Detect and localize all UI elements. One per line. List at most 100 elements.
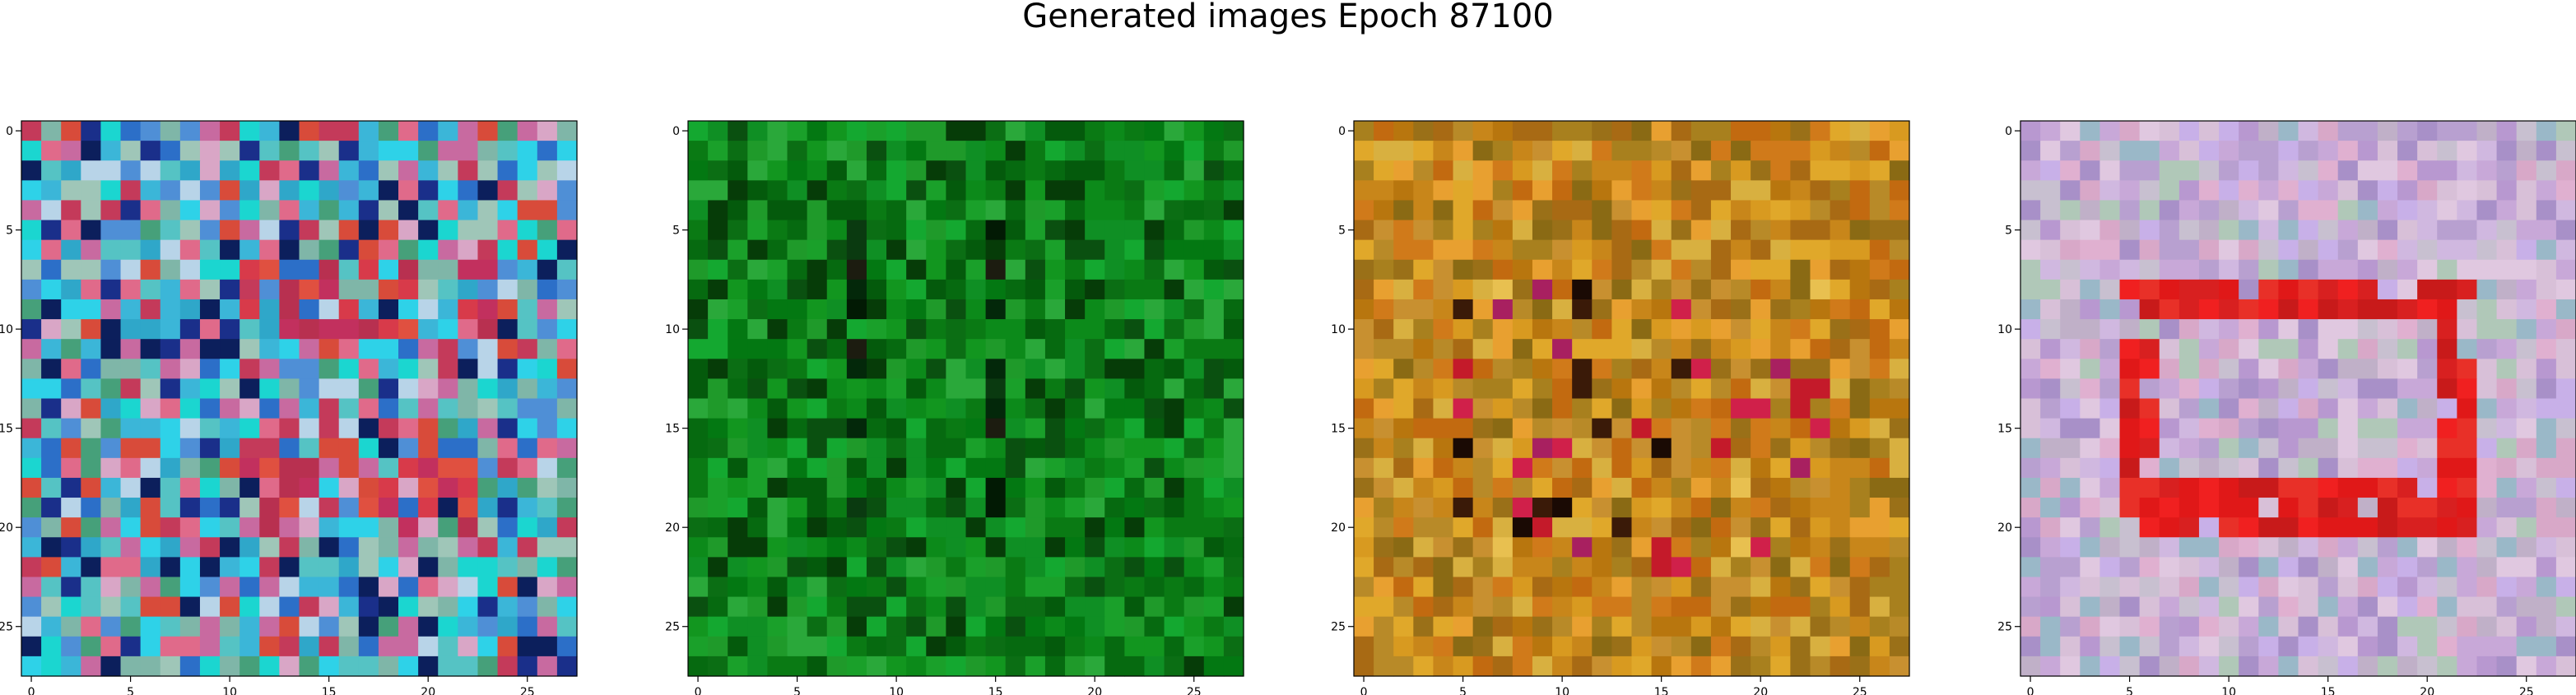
heatmap-cell — [1731, 498, 1751, 518]
heatmap-cell — [2258, 378, 2279, 400]
heatmap-cell — [1849, 656, 1871, 677]
heatmap-cell — [358, 339, 379, 359]
heatmap-cell — [1611, 239, 1633, 261]
heatmap-cell — [1572, 398, 1593, 419]
heatmap-cell — [537, 498, 558, 518]
y-tick-label: 20 — [1997, 521, 2012, 535]
heatmap-cell — [728, 239, 748, 261]
heatmap-cell — [2159, 438, 2180, 459]
heatmap-cell — [2417, 160, 2438, 181]
heatmap-cell — [2457, 457, 2478, 479]
heatmap-cell — [1611, 378, 1633, 400]
heatmap-cell — [1085, 299, 1105, 320]
heatmap-cell — [965, 220, 987, 241]
heatmap-cell — [81, 418, 102, 439]
heatmap-cell — [338, 477, 360, 498]
heatmap-cell — [2020, 457, 2041, 479]
heatmap-cell — [886, 438, 907, 459]
heatmap-cell — [1104, 577, 1125, 598]
heatmap-cell — [2278, 259, 2299, 280]
heatmap-cell — [1085, 616, 1105, 637]
heatmap-cell — [239, 141, 260, 161]
heatmap-cell — [2555, 577, 2576, 598]
heatmap-cell — [1631, 359, 1653, 379]
heatmap-cell — [2219, 299, 2239, 320]
heatmap-cell — [1751, 180, 1771, 202]
heatmap-cell — [886, 220, 907, 241]
heatmap-cell — [2496, 319, 2518, 340]
heatmap-cell — [477, 200, 499, 221]
heatmap-cell — [61, 239, 81, 261]
heatmap-cell — [1044, 398, 1066, 419]
heatmap-cell — [728, 457, 748, 479]
heatmap-cell — [1889, 259, 1910, 280]
heatmap-cell — [140, 160, 161, 181]
heatmap-cell — [61, 279, 81, 300]
heatmap-cell — [259, 121, 280, 141]
heatmap-cell — [1810, 577, 1831, 598]
heatmap-cell — [767, 537, 788, 558]
heatmap-cell — [2060, 299, 2081, 320]
heatmap-cell — [279, 596, 300, 618]
heatmap-cell — [458, 616, 479, 637]
heatmap-cell — [1790, 656, 1811, 677]
heatmap-cell — [2099, 319, 2121, 340]
heatmap-cell — [2198, 200, 2220, 221]
heatmap-cell — [1085, 656, 1105, 677]
y-tick-label: 10 — [1997, 323, 2012, 336]
heatmap-cell — [497, 557, 518, 578]
heatmap-cell — [2278, 279, 2299, 300]
heatmap-cell — [1492, 160, 1514, 181]
heatmap-cell — [965, 319, 987, 340]
heatmap-cell — [1790, 577, 1811, 598]
heatmap-cell — [120, 398, 142, 419]
heatmap-cell — [1203, 200, 1225, 221]
heatmap-cell — [1065, 498, 1086, 518]
heatmap-cell — [2178, 279, 2200, 300]
heatmap-cell — [517, 180, 538, 202]
heatmap-cell — [2536, 359, 2557, 379]
heatmap-cell — [517, 160, 538, 181]
heatmap-cell — [2139, 299, 2160, 320]
heatmap-cell — [1104, 517, 1125, 538]
heatmap-cell — [179, 438, 201, 459]
heatmap-cell — [1889, 477, 1910, 498]
heatmap-cell — [1203, 636, 1225, 657]
heatmap-cell — [2377, 517, 2398, 538]
heatmap-cell — [2198, 636, 2220, 657]
heatmap-cell — [21, 596, 42, 618]
heatmap-cell — [926, 656, 946, 677]
heatmap-cell — [1492, 279, 1514, 300]
heatmap-cell — [81, 279, 102, 300]
heatmap-cell — [438, 319, 458, 340]
heatmap-cell — [906, 398, 927, 419]
heatmap-cell — [787, 596, 808, 618]
heatmap-cell — [1671, 378, 1692, 400]
heatmap-cell — [2457, 239, 2478, 261]
heatmap-cell — [1731, 557, 1751, 578]
heatmap-cell — [338, 279, 360, 300]
heatmap-cell — [787, 141, 808, 161]
heatmap-cell — [926, 596, 946, 618]
heatmap-cell — [787, 477, 808, 498]
heatmap-cell — [556, 498, 578, 518]
heatmap-cell — [1770, 180, 1791, 202]
heatmap-cell — [2239, 438, 2259, 459]
heatmap-cell — [1690, 438, 1712, 459]
heatmap-cell — [1869, 656, 1890, 677]
heatmap-cell — [2536, 239, 2557, 261]
heatmap-cell — [2457, 220, 2478, 241]
heatmap-cell — [81, 636, 102, 657]
heatmap-cell — [1671, 517, 1692, 538]
heatmap-cell — [1731, 457, 1751, 479]
heatmap-cell — [61, 378, 81, 400]
heatmap-cell — [1104, 220, 1125, 241]
heatmap-cell — [1690, 398, 1712, 419]
heatmap-cell — [747, 398, 769, 419]
heatmap-cell — [946, 121, 967, 141]
heatmap-cell — [985, 279, 1007, 300]
heatmap-cell — [2536, 160, 2557, 181]
heatmap-cell — [120, 537, 142, 558]
heatmap-cell — [358, 180, 379, 202]
heatmap-cell — [1085, 359, 1105, 379]
